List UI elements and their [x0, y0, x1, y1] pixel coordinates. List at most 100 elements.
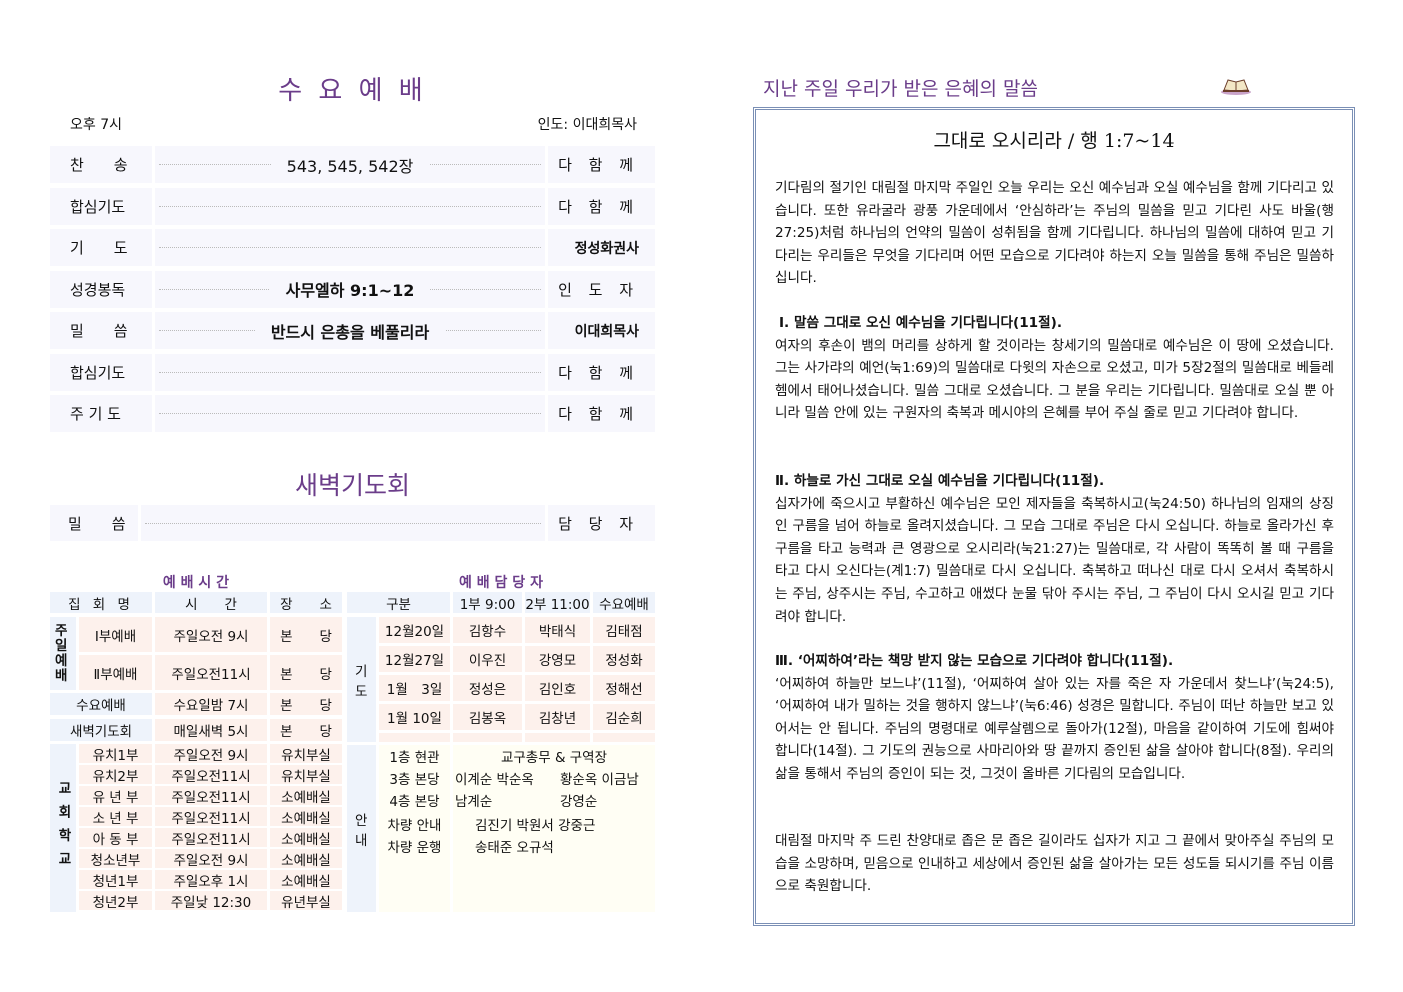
dawn-title: 새벽기도회 — [294, 471, 410, 500]
guide-place: 차량 안내 — [387, 817, 442, 834]
duty-wed: 김태점 — [593, 617, 655, 643]
schedule-time: 주일오전11시 — [155, 786, 267, 806]
schedule-place: 소예배실 — [270, 807, 342, 827]
open-bible-icon — [1220, 76, 1251, 95]
guide-names: 강영순 — [560, 793, 598, 810]
order-content-text: 반드시 은총을 베풀리라 — [254, 318, 446, 343]
dawn-label-cell: 밀 씀 — [50, 505, 138, 541]
guide-names: 송태준 오규석 — [475, 839, 554, 856]
schedule-place: 소예배실 — [270, 828, 342, 848]
schedule-place: 본 당 — [270, 617, 342, 652]
duty-title: 예 배 담 당 자 — [459, 575, 543, 591]
schedule-time: 주일오전 9시 — [155, 744, 267, 764]
wednesday-time: 오후 7시 — [70, 117, 122, 133]
order-who: 다 함 께 — [548, 146, 655, 183]
duty-wed: 김순희 — [593, 704, 655, 730]
order-who: 다 함 께 — [548, 187, 655, 225]
schedule-place: 소예배실 — [270, 849, 342, 869]
duty-empty-cell — [453, 733, 522, 742]
section-heading: Ⅲ. ‘어찌하여’라는 책망 받지 않는 모습으로 기다려야 합니다(11절). — [775, 653, 1174, 669]
schedule-time: 주일낮 12:30 — [155, 891, 267, 911]
section-heading: Ⅱ. 하늘로 가신 그대로 오실 예수님을 기다립니다(11절). — [775, 473, 1105, 489]
order-label: 합심기도 — [50, 353, 152, 391]
guide-place-column — [379, 745, 450, 912]
section-body: 십자가에 죽으시고 부활하신 예수님은 모인 제자들을 축복하시고(눅24:50… — [775, 495, 1334, 625]
dawn-content-cell — [141, 505, 545, 541]
duty-second: 김인호 — [525, 675, 590, 701]
order-content — [155, 353, 545, 391]
duty-wed: 정해선 — [593, 675, 655, 701]
schedule-time: 주일오전 9시 — [155, 617, 267, 652]
order-who: 이대희목사 — [548, 312, 655, 349]
schedule-place: 유년부실 — [270, 891, 342, 911]
order-content-text: 543, 545, 542장 — [270, 152, 430, 177]
dotted-leader — [159, 247, 541, 248]
sermon-box — [753, 107, 1355, 926]
schedule-name: 아 동 부 — [79, 828, 152, 848]
schedule-time: 주일오전11시 — [155, 655, 267, 690]
schedule-time: 매일새벽 5시 — [155, 719, 267, 741]
order-content — [155, 187, 545, 225]
schedule-name: 청소년부 — [79, 849, 152, 869]
dotted-leader — [159, 413, 541, 414]
dotted-leader — [159, 371, 541, 373]
schedule-name: 새벽기도회 — [50, 719, 152, 741]
section-heading: Ⅰ. 말씀 그대로 오신 예수님을 기다립니다(11절). — [779, 315, 1062, 331]
dawn-who: 담 당 자 — [558, 514, 639, 533]
duty-wed: 정성화 — [593, 646, 655, 672]
schedule-name: 청년2부 — [79, 891, 152, 911]
duty-first: 김항수 — [453, 617, 522, 643]
order-content-text: 사무엘하 9:1~12 — [269, 277, 431, 301]
wednesday-title: 수 요 예 배 — [278, 76, 427, 106]
duty-date: 1월 10일 — [379, 704, 450, 730]
duty-date: 1월 3일 — [379, 675, 450, 701]
duty-empty-cell — [593, 733, 655, 742]
order-who: 다 함 께 — [548, 353, 655, 391]
schedule-title: 예 배 시 간 — [162, 575, 230, 591]
dawn-label: 밀 씀 — [68, 514, 126, 533]
schedule-name: 유 년 부 — [79, 786, 152, 806]
duty-second: 박태식 — [525, 617, 590, 643]
duty-date: 12월27일 — [379, 646, 450, 672]
guide-place: 3층 본당 — [389, 771, 440, 788]
order-label: 밀 씀 — [50, 312, 152, 349]
schedule-name: 유치2부 — [79, 765, 152, 785]
guide-names: 남계순 — [455, 793, 493, 810]
guide-names: 교구총무 & 구역장 — [500, 749, 608, 766]
wednesday-leader: 인도: 이대희목사 — [537, 117, 637, 133]
guide-names: 김진기 박원서 강중근 — [475, 817, 596, 834]
section-body: 여자의 후손이 뱀의 머리를 상하게 할 것이라는 창세기의 밀씀대로 예수님은… — [775, 337, 1334, 422]
schedule-time: 주일오전 9시 — [155, 849, 267, 869]
schedule-name: 청년1부 — [79, 870, 152, 890]
duty-empty-cell — [525, 733, 590, 742]
schedule-place: 본 당 — [270, 693, 342, 715]
schedule-header: 집 회 명 — [50, 592, 152, 613]
order-content: 543, 545, 542장 — [155, 146, 545, 183]
sermon-section-2: Ⅱ. 하늘로 가신 그대로 오실 예수님을 기다립니다(11절). 십자가에 죽으… — [775, 470, 1334, 628]
duty-first: 정성은 — [453, 675, 522, 701]
order-content — [155, 229, 545, 266]
duty-header: 수요예배 — [593, 592, 655, 613]
order-who: 정성화권사 — [548, 229, 655, 266]
schedule-place: 유치부실 — [270, 765, 342, 785]
order-content — [155, 395, 545, 432]
schedule-name: Ⅱ부예배 — [79, 655, 152, 690]
schedule-time: 주일오전11시 — [155, 807, 267, 827]
duty-header: 2부 11:00 — [525, 592, 590, 613]
order-label: 성경봉독 — [50, 270, 152, 308]
schedule-header: 시 간 — [155, 592, 267, 613]
duty-header: 구분 — [347, 592, 450, 613]
guide-place: 1층 현관 — [389, 749, 440, 766]
duty-empty-cell — [379, 733, 450, 742]
order-who: 인 도 자 — [548, 270, 655, 308]
schedule-group-school: 교회학교 — [50, 744, 76, 912]
duty-date: 12월20일 — [379, 617, 450, 643]
duty-first: 김봉옥 — [453, 704, 522, 730]
guide-names: 황순옥 이금남 — [560, 771, 639, 788]
duty-group-guide: 안내 — [347, 745, 376, 912]
duty-second: 김창년 — [525, 704, 590, 730]
schedule-group-sunday: 주일예배 — [50, 617, 76, 690]
order-who: 다 함 께 — [548, 395, 655, 432]
duty-second: 강영모 — [525, 646, 590, 672]
